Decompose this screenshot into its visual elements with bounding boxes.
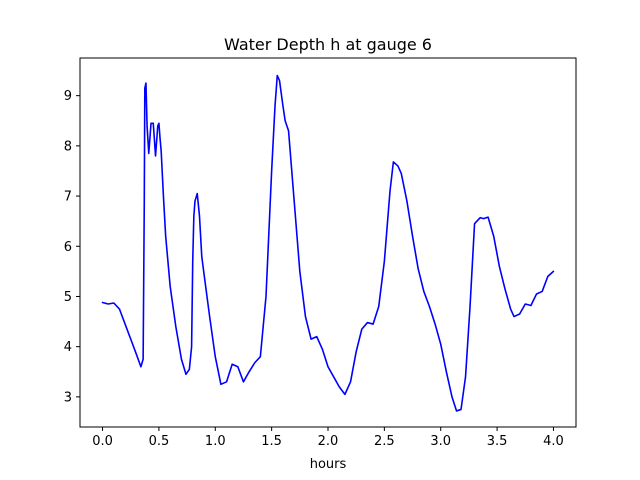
y-axis-ticks: 3 4 5 6 7 8 9: [64, 89, 80, 405]
y-tick-label: 3: [64, 390, 72, 405]
x-tick-label: 0.0: [92, 434, 113, 449]
x-tick-label: 2.5: [374, 434, 395, 449]
y-tick-label: 5: [64, 290, 72, 305]
x-tick-label: 2.0: [318, 434, 339, 449]
y-tick-label: 7: [64, 190, 72, 205]
x-axis-ticks: 0.0 0.5 1.0 1.5 2.0 2.5 3.0 3.5 4.0: [92, 427, 564, 449]
y-tick-label: 6: [64, 240, 72, 255]
x-tick-label: 1.0: [205, 434, 226, 449]
x-tick-label: 3.5: [487, 434, 508, 449]
x-axis-label: hours: [310, 457, 347, 472]
x-tick-label: 1.5: [261, 434, 282, 449]
x-tick-label: 3.0: [430, 434, 451, 449]
y-tick-label: 8: [64, 139, 72, 154]
x-tick-label: 4.0: [543, 434, 564, 449]
y-tick-label: 4: [64, 340, 72, 355]
chart-title: Water Depth h at gauge 6: [224, 35, 432, 54]
series-line-0: [101, 74, 555, 412]
y-tick-label: 9: [64, 89, 72, 104]
x-tick-label: 0.5: [149, 434, 170, 449]
